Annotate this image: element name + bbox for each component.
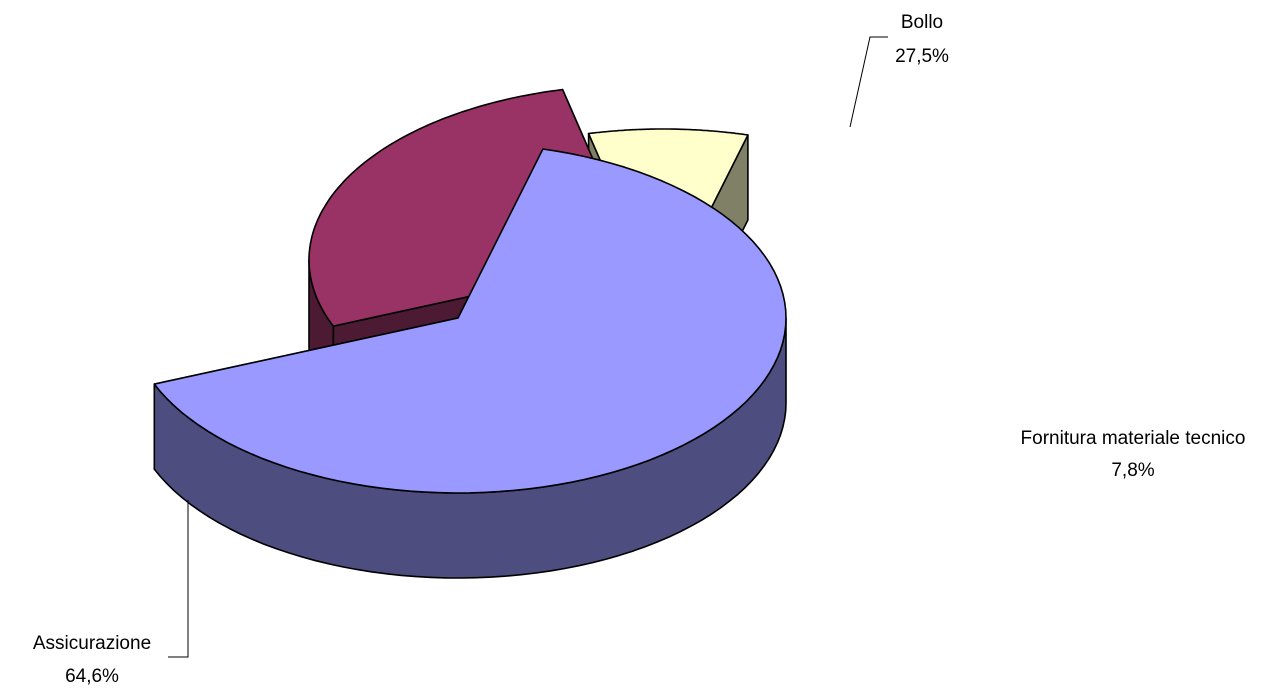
slice-label-assicurazione: Assicurazione [33, 633, 151, 654]
slice-label-bollo: Bollo [901, 12, 943, 33]
slice-value-assicurazione: 64,6% [65, 666, 119, 687]
slice-top-assicurazione [153, 148, 787, 494]
pie-tops [153, 88, 787, 494]
slice-label-fornitura: Fornitura materiale tecnico [1021, 428, 1246, 449]
slice-value-bollo: 27,5% [895, 46, 949, 67]
leader-line-assicurazione [168, 500, 189, 658]
data-labels: Bollo 27,5% Fornitura materiale tecnico … [33, 12, 1246, 687]
slice-value-fornitura: 7,8% [1111, 460, 1154, 481]
label-leaders [168, 36, 888, 658]
leader-line-bollo [849, 36, 888, 128]
